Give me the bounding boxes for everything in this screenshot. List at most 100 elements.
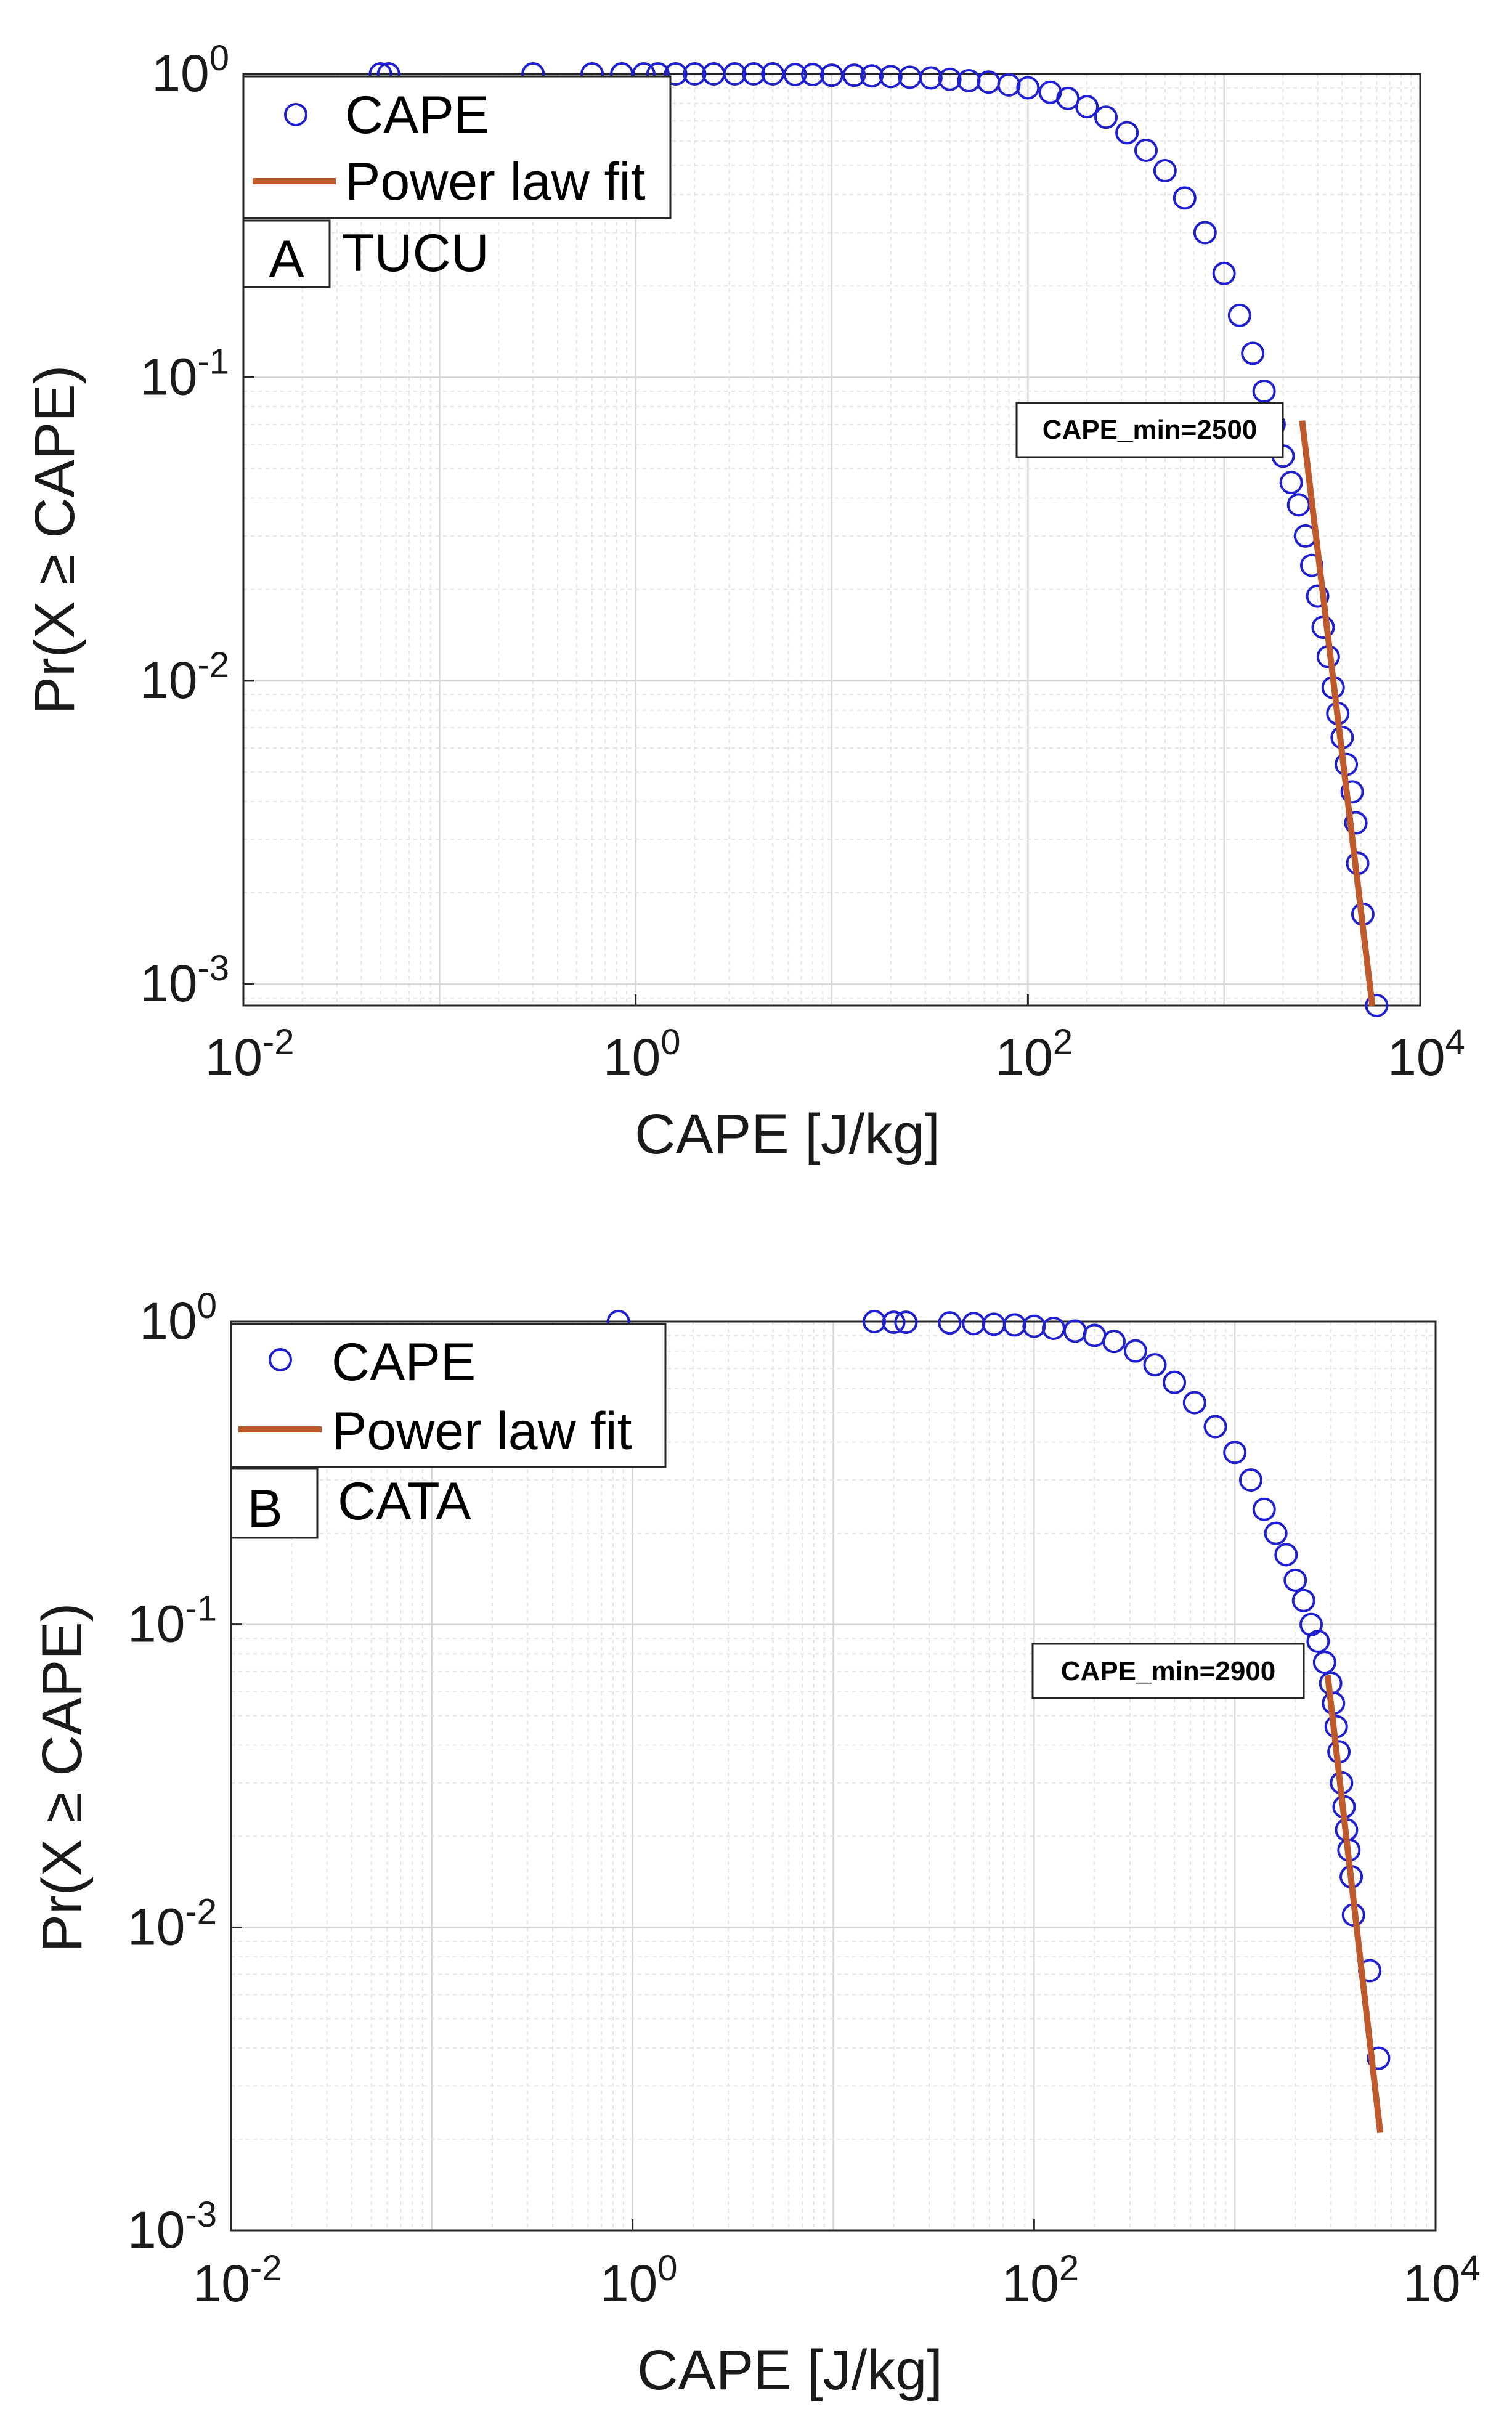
panel-b-x-label: CAPE [J/kg]: [637, 2339, 943, 2402]
cape-data-point: [938, 1311, 962, 1335]
cape-data-point: [1283, 1568, 1307, 1592]
panel-b-label-box: B: [230, 1468, 319, 1539]
cape-data-point: [761, 62, 785, 86]
x-tick-label: 102: [1001, 2248, 1079, 2312]
cape-data-point: [1223, 1441, 1247, 1465]
y-tick-label: 10-3: [128, 2195, 217, 2259]
x-tick-label: 10-2: [192, 2248, 282, 2312]
y-tick-label: 100: [152, 38, 229, 102]
panel-b-legend-marker-icon: [269, 1348, 292, 1371]
y-tick-label: 10-1: [140, 341, 229, 405]
y-tick-label: 10-3: [140, 948, 229, 1012]
panel-b-legend: CAPE Power law fit: [230, 1323, 667, 1468]
cape-data-point: [919, 66, 943, 90]
cape-data-point: [1182, 1391, 1206, 1415]
panel-b-annotation-box: CAPE_min=2900: [1031, 1643, 1305, 1699]
cape-data-point: [1238, 1468, 1262, 1492]
cape-data-point: [1212, 261, 1236, 285]
cape-data-point: [1279, 471, 1303, 495]
cape-data-point: [1193, 221, 1217, 245]
x-tick-label: 100: [603, 1022, 681, 1086]
panel-a-annotation: CAPE_min=2500: [1043, 415, 1258, 445]
panel-a-legend-cape: CAPE: [345, 86, 489, 145]
x-tick-label: 104: [1388, 1022, 1465, 1086]
panel-b-station: CATA: [338, 1472, 471, 1531]
cape-data-point: [860, 64, 884, 88]
cape-data-point: [1203, 1415, 1227, 1439]
panel-b-legend-cape: CAPE: [331, 1333, 476, 1392]
panel-b-axes-frame: [230, 1320, 1437, 2232]
cape-data-point: [783, 63, 807, 87]
cape-data-point: [1340, 780, 1364, 804]
cape-data-point: [894, 1310, 918, 1335]
y-tick-label: 10-2: [128, 1892, 217, 1956]
panel-b-y-label: Pr(X ≥ CAPE): [31, 1603, 94, 1953]
cape-data-point: [1094, 105, 1118, 129]
panel-a-ticks: 10-2 100 102 104 100 10-1 10-2 10-3: [140, 38, 1465, 1086]
x-tick-label: 10-2: [205, 1022, 294, 1086]
cape-data-point: [1022, 1314, 1046, 1338]
power-law-fit-line: [1324, 1675, 1384, 2134]
cape-data-point: [1163, 1370, 1187, 1394]
panel-a-label-box: A: [242, 219, 331, 289]
cape-data-point: [742, 62, 766, 86]
cape-data-point: [1056, 86, 1080, 110]
cape-data-point: [820, 63, 843, 87]
panel-a-legend-fit: Power law fit: [345, 152, 646, 211]
cape-data-point: [1123, 1339, 1147, 1363]
panel-a-letter: A: [269, 230, 304, 289]
y-tick-label: 10-2: [140, 645, 229, 709]
cape-data-point: [1153, 158, 1177, 182]
panel-a-axes-frame: [242, 73, 1421, 1007]
cape-data-point: [1075, 95, 1099, 119]
cape-data-point: [1291, 1588, 1315, 1612]
cape-data-point: [1016, 76, 1040, 100]
cape-data-point: [1344, 811, 1368, 835]
power-law-fit-line: [1299, 420, 1376, 1006]
cape-data-point: [1115, 121, 1139, 145]
cape-data-point: [1173, 186, 1197, 210]
cape-data-point: [938, 67, 962, 91]
panel-a-x-label: CAPE [J/kg]: [635, 1103, 940, 1166]
cape-data-point: [882, 1310, 906, 1335]
cape-data-point: [1365, 994, 1389, 1017]
x-tick-label: 102: [995, 1022, 1073, 1086]
cape-data-point: [1241, 341, 1265, 365]
cape-data-point: [1367, 2046, 1391, 2070]
cape-data-point: [1252, 1497, 1276, 1521]
cape-data-point: [1264, 1521, 1288, 1545]
cape-data-point: [1252, 379, 1276, 403]
panel-b-letter: B: [247, 1479, 282, 1538]
cape-data-point: [1306, 584, 1330, 608]
cape-data-point: [1134, 138, 1158, 162]
cape-data-point: [1143, 1353, 1167, 1377]
cape-data-point: [1312, 1651, 1336, 1675]
cape-data-point: [1286, 493, 1311, 517]
cape-data-point: [1002, 1313, 1026, 1337]
panel-b-annotation: CAPE_min=2900: [1061, 1656, 1276, 1686]
cape-data-point: [664, 62, 688, 86]
cape-data-point: [842, 63, 866, 87]
cape-data-point: [1227, 303, 1251, 327]
x-tick-label: 104: [1403, 2248, 1481, 2312]
panel-a-legend: CAPE Power law fit: [242, 75, 672, 219]
panel-a-legend-marker-icon: [284, 103, 307, 126]
cape-data-point: [723, 62, 747, 86]
cape-data-point: [1102, 1330, 1126, 1354]
y-tick-label: 100: [139, 1286, 217, 1350]
y-tick-label: 10-1: [128, 1589, 217, 1653]
panel-b-power-law-fit: [1324, 1675, 1384, 2134]
panel-b-legend-fit: Power law fit: [331, 1402, 632, 1461]
cape-data-point: [879, 65, 903, 89]
panel-a-chart: 10-2 100 102 104 100 10-1 10-2 10-3 CAPE_min=25…: [23, 38, 1465, 1166]
x-tick-label: 100: [600, 2248, 678, 2312]
panel-a-station: TUCU: [342, 224, 489, 283]
cape-data-point: [801, 63, 825, 87]
panel-a-grid: [243, 74, 1420, 1006]
panel-a-cape-series: [368, 62, 1389, 1017]
cape-data-point: [863, 1310, 887, 1333]
panel-a-annotation-box: CAPE_min=2500: [1015, 402, 1284, 458]
